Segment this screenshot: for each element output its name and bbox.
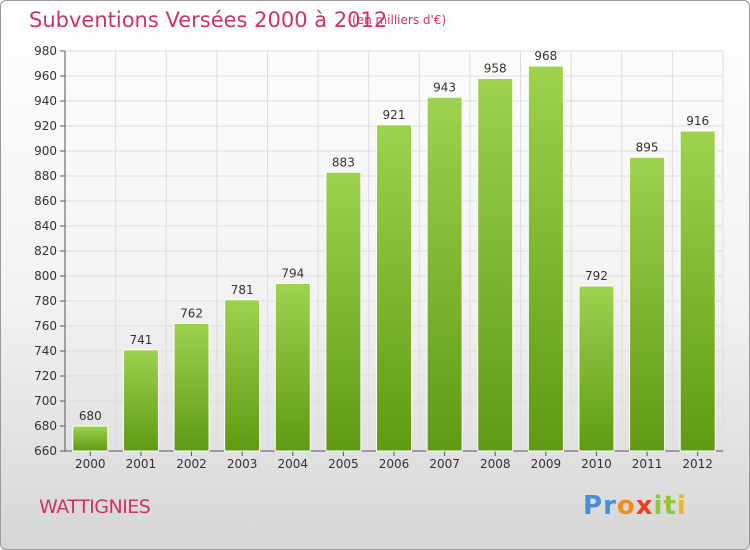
chart-subtitle: (en milliers d'€) (352, 13, 447, 27)
bar (426, 96, 463, 452)
data-label: 968 (534, 49, 557, 63)
data-label: 794 (281, 267, 304, 281)
labels: 660 680 700 720 740 760 780 800 820 840 860 880 900 9… (34, 44, 713, 471)
y-tick-label: 960 (34, 69, 57, 83)
bar (122, 349, 159, 452)
y-tick-label: 800 (34, 269, 57, 283)
bar (274, 283, 311, 452)
brand-letter: i (676, 491, 687, 521)
brand-letter: o (616, 491, 636, 521)
brand-letter: P (583, 491, 604, 521)
data-label: 792 (585, 269, 608, 283)
data-label: 958 (484, 62, 507, 76)
y-tick-label: 880 (34, 169, 57, 183)
data-label: 943 (433, 80, 456, 94)
data-label: 762 (180, 307, 203, 321)
y-tick-label: 860 (34, 194, 57, 208)
y-tick-label: 700 (34, 394, 57, 408)
data-label: 921 (383, 108, 406, 122)
brand-letter: r (603, 491, 617, 521)
data-label: 895 (636, 140, 659, 154)
bar (376, 124, 412, 452)
x-tick-label: 2003 (227, 457, 258, 471)
data-label: 781 (231, 283, 254, 297)
data-label: 916 (686, 114, 709, 128)
y-tick-label: 680 (34, 419, 57, 433)
x-tick-label: 2001 (126, 457, 157, 471)
y-tick-label: 980 (34, 44, 57, 58)
data-label: 741 (129, 333, 152, 347)
y-tick-label: 760 (34, 319, 57, 333)
x-tick-label: 2007 (429, 457, 460, 471)
brand-letter: i (653, 491, 664, 521)
y-tick-label: 740 (34, 344, 57, 358)
y-tick-label: 720 (34, 369, 57, 383)
x-tick-label: 2006 (379, 457, 410, 471)
data-label: 680 (79, 409, 102, 423)
bar (173, 323, 210, 452)
chart-title: Subventions Versées 2000 à 2012 (29, 8, 388, 32)
y-tick-label: 660 (34, 444, 57, 458)
brand-letter: t (663, 491, 677, 521)
y-tick-label: 840 (34, 219, 57, 233)
y-tick-label: 820 (34, 244, 57, 258)
x-tick-label: 2009 (531, 457, 562, 471)
data-label: 883 (332, 155, 355, 169)
y-tick-label: 940 (34, 94, 57, 108)
y-tick-label: 900 (34, 144, 57, 158)
bar (629, 156, 666, 452)
x-tick-label: 2010 (581, 457, 612, 471)
x-tick-label: 2011 (632, 457, 663, 471)
brand-letter: x (635, 491, 654, 521)
x-tick-label: 2004 (277, 457, 308, 471)
commune-name: WATTIGNIES (39, 496, 151, 518)
brand-logo: Proxiti (583, 491, 687, 521)
bar (679, 130, 716, 452)
x-tick-label: 2008 (480, 457, 511, 471)
x-tick-label: 2005 (328, 457, 359, 471)
x-tick-label: 2000 (75, 457, 106, 471)
y-tick-label: 920 (34, 119, 57, 133)
x-tick-label: 2002 (176, 457, 207, 471)
y-tick-label: 780 (34, 294, 57, 308)
x-tick-label: 2012 (682, 457, 713, 471)
bar (224, 299, 261, 452)
bar (527, 65, 564, 452)
bar (325, 171, 362, 452)
bars (72, 65, 716, 452)
bar (72, 425, 109, 452)
bar (477, 78, 514, 452)
bar (578, 285, 615, 452)
